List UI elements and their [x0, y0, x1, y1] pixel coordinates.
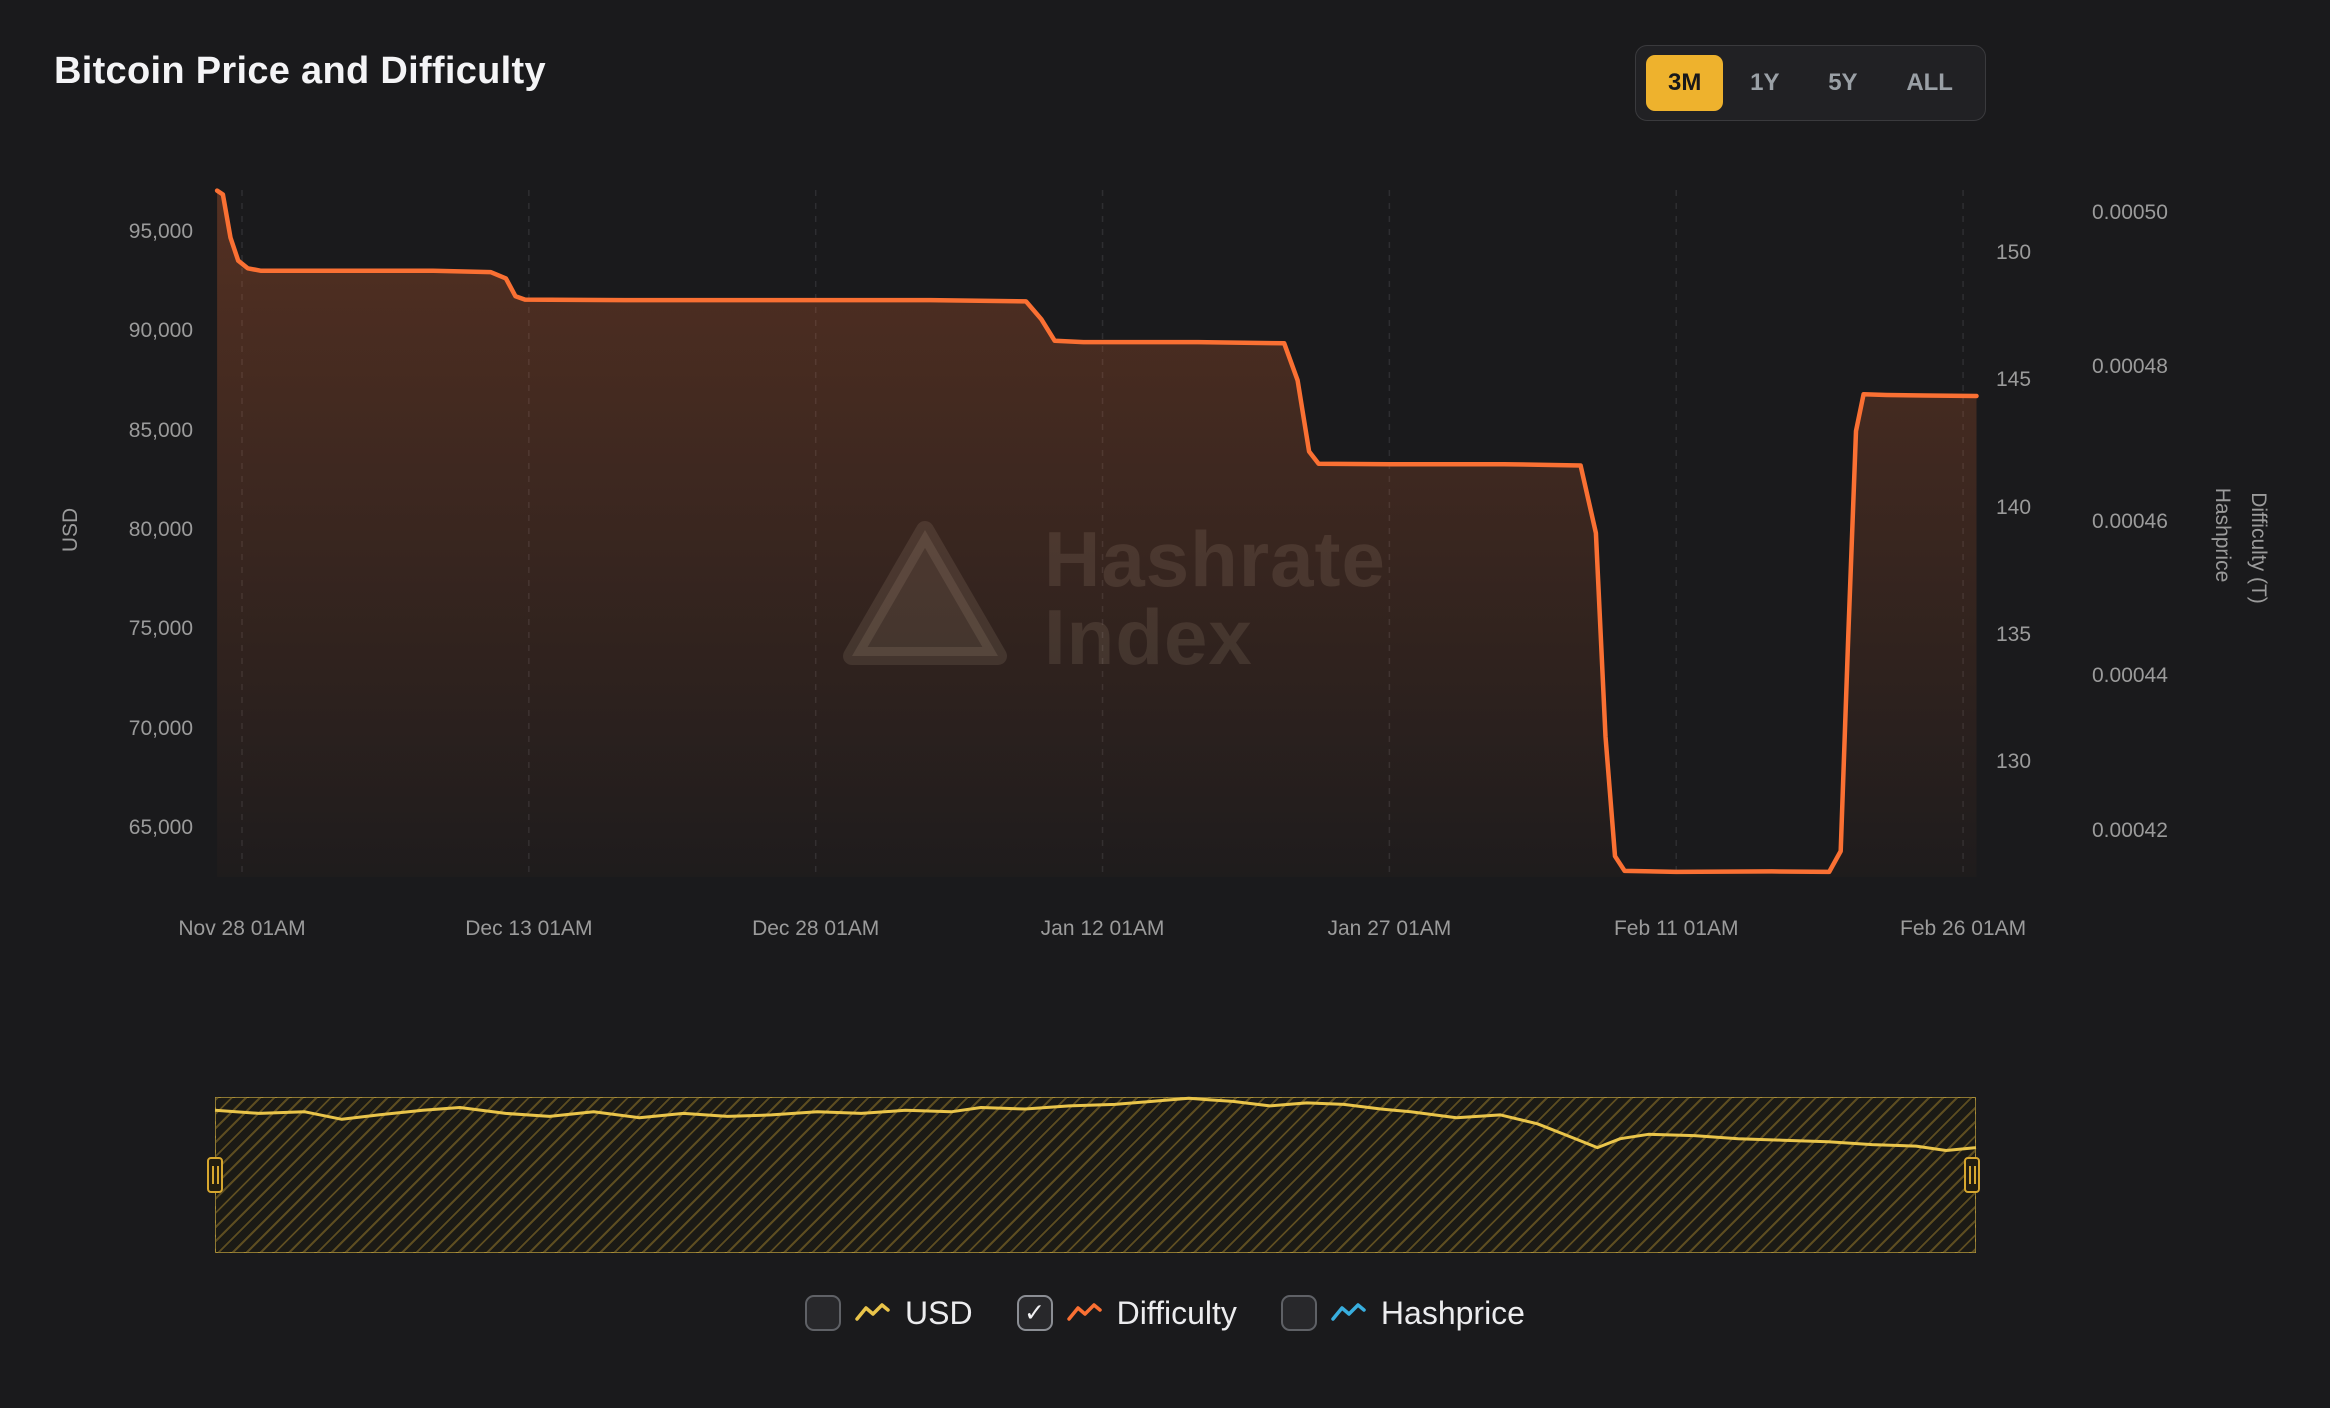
- usd-tick-label: 65,000: [128, 816, 193, 839]
- hashprice-tick-label: 0.00042: [2092, 818, 2168, 842]
- legend-item-usd[interactable]: USD: [805, 1295, 973, 1332]
- range-selector: 3M 1Y 5Y ALL: [1635, 45, 1986, 121]
- legend-item-hashprice[interactable]: Hashprice: [1280, 1294, 1525, 1332]
- hashprice-tick-label: 0.00044: [2092, 664, 2168, 688]
- y-axis-title-difficulty: Difficulty (T): [2247, 492, 2270, 604]
- range-button-3m[interactable]: 3M: [1646, 55, 1724, 111]
- difficulty-tick-label: 130: [1996, 750, 2032, 773]
- range-button-5y[interactable]: 5Y: [1806, 55, 1879, 111]
- legend-label-difficulty: Difficulty: [1116, 1294, 1237, 1331]
- usd-tick-label: 90,000: [128, 319, 193, 343]
- difficulty-tick-label: 150: [1996, 241, 2032, 264]
- usd-tick-label: 70,000: [128, 716, 193, 740]
- watermark-line2: Index: [1044, 593, 1253, 681]
- legend-checkbox-hashprice[interactable]: [1280, 1295, 1317, 1331]
- x-axis-tick-label: Feb 26 01AM: [1900, 917, 2027, 940]
- range-button-1y[interactable]: 1Y: [1728, 55, 1801, 111]
- usd-tick-label: 85,000: [128, 418, 193, 442]
- legend-label-hashprice: Hashprice: [1380, 1294, 1525, 1331]
- hashprice-series-icon: [1331, 1303, 1366, 1321]
- usd-tick-label: 75,000: [128, 617, 193, 641]
- legend-label-usd: USD: [905, 1294, 973, 1331]
- legend-checkbox-difficulty[interactable]: ✓: [1016, 1295, 1053, 1331]
- x-axis-tick-label: Nov 28 01AM: [178, 917, 306, 940]
- legend-checkbox-usd[interactable]: [805, 1295, 842, 1331]
- usd-tick-label: 95,000: [128, 220, 193, 243]
- navigator-left-handle[interactable]: [207, 1157, 223, 1193]
- hashprice-tick-label: 0.00050: [2092, 201, 2168, 224]
- hashprice-tick-label: 0.00046: [2092, 509, 2168, 533]
- legend: USD ✓ Difficulty Hashprice: [0, 1288, 2330, 1338]
- difficulty-tick-label: 135: [1996, 622, 2032, 646]
- watermark-line1: Hashrate: [1044, 515, 1386, 603]
- x-axis-tick-label: Jan 12 01AM: [1040, 917, 1165, 940]
- x-axis-tick-label: Dec 28 01AM: [752, 917, 880, 940]
- hashprice-tick-label: 0.00048: [2092, 355, 2168, 379]
- range-button-all[interactable]: ALL: [1884, 55, 1975, 111]
- page-title: Bitcoin Price and Difficulty: [54, 50, 546, 92]
- usd-tick-label: 80,000: [128, 518, 193, 541]
- hashrate-index-logo-icon: [843, 521, 1007, 665]
- x-axis-tick-label: Feb 11 01AM: [1613, 917, 1739, 940]
- difficulty-series-icon: [1066, 1303, 1102, 1321]
- usd-series-icon: [855, 1303, 890, 1321]
- navigator-right-handle[interactable]: [1964, 1157, 1980, 1193]
- watermark-text: Hashrate Index: [1044, 520, 1386, 676]
- x-axis-tick-label: Jan 27 01AM: [1327, 917, 1452, 940]
- difficulty-tick-label: 145: [1996, 368, 2032, 392]
- difficulty-tick-label: 140: [1996, 495, 2032, 519]
- legend-item-difficulty[interactable]: ✓ Difficulty: [1016, 1294, 1237, 1332]
- x-axis-tick-label: Dec 13 01AM: [465, 917, 593, 940]
- y-axis-title-hashprice: Hashprice: [2211, 487, 2234, 583]
- navigator-range-bar[interactable]: [215, 1097, 1976, 1253]
